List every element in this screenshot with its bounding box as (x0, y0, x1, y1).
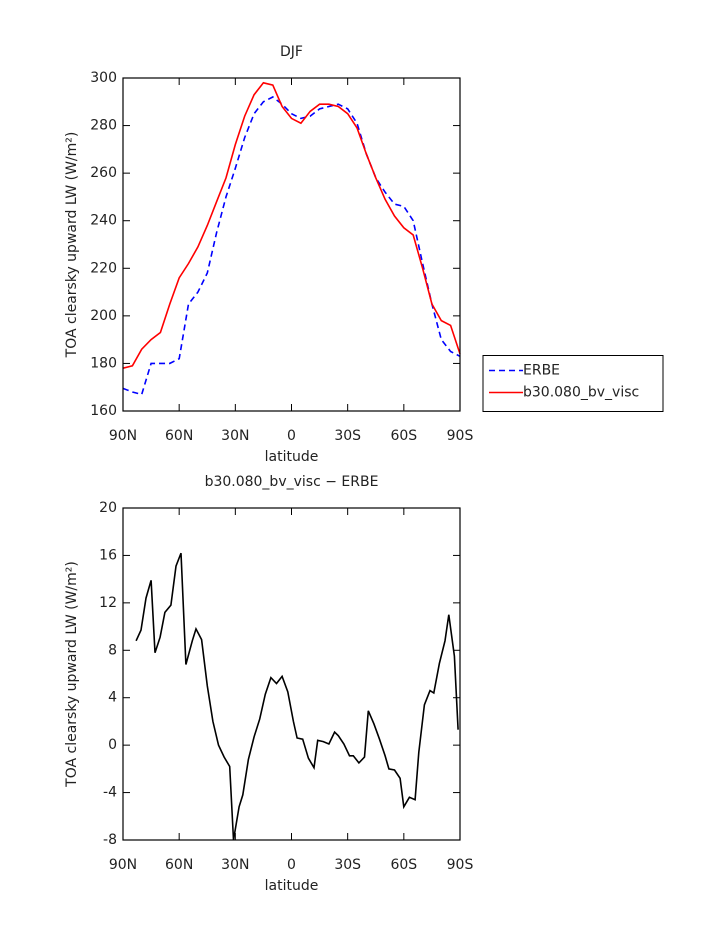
y-axis-label: TOA clearsky upward LW (W/m²) (64, 561, 80, 788)
chart-title: b30.080_bv_visc − ERBE (205, 474, 379, 490)
x-tick-label: 0 (287, 428, 296, 444)
plot-frame (122, 507, 461, 841)
x-tick-label: 60N (165, 428, 193, 444)
y-tick-label: -4 (103, 785, 117, 801)
x-tick-label: 90N (109, 428, 137, 444)
data-line (122, 96, 461, 396)
y-tick-label: 180 (90, 355, 117, 371)
x-tick-label: 60S (390, 428, 417, 444)
y-tick-label: -8 (103, 832, 117, 848)
y-tick-label: 16 (99, 547, 117, 563)
x-tick-label: 0 (287, 857, 296, 873)
x-axis-label: latitude (265, 449, 319, 465)
legend-box (482, 355, 664, 412)
x-tick-label: 30S (334, 857, 361, 873)
x-tick-label: 60N (165, 857, 193, 873)
y-axis-label: TOA clearsky upward LW (W/m²) (64, 132, 80, 359)
x-tick-label: 90N (109, 857, 137, 873)
y-tick-label: 8 (108, 642, 117, 658)
y-tick-label: 240 (90, 213, 117, 229)
data-line (122, 81, 461, 369)
x-tick-label: 90S (447, 428, 474, 444)
y-tick-label: 4 (108, 690, 117, 706)
y-tick-label: 0 (108, 737, 117, 753)
x-tick-label: 30S (334, 428, 361, 444)
legend-label: b30.080_bv_visc (523, 385, 639, 401)
plot-frame (122, 77, 461, 412)
y-tick-label: 160 (90, 403, 117, 419)
data-line (135, 552, 459, 841)
y-tick-label: 20 (99, 500, 117, 516)
y-tick-label: 12 (99, 595, 117, 611)
x-tick-label: 30N (221, 428, 249, 444)
x-tick-label: 30N (221, 857, 249, 873)
y-tick-label: 220 (90, 260, 117, 276)
x-tick-label: 60S (390, 857, 417, 873)
y-tick-label: 280 (90, 118, 117, 134)
y-tick-label: 260 (90, 165, 117, 181)
legend-label: ERBE (523, 363, 560, 379)
x-axis-label: latitude (265, 878, 319, 894)
y-tick-label: 200 (90, 308, 117, 324)
x-tick-label: 90S (447, 857, 474, 873)
y-tick-label: 300 (90, 70, 117, 86)
chart-title: DJF (280, 44, 303, 60)
